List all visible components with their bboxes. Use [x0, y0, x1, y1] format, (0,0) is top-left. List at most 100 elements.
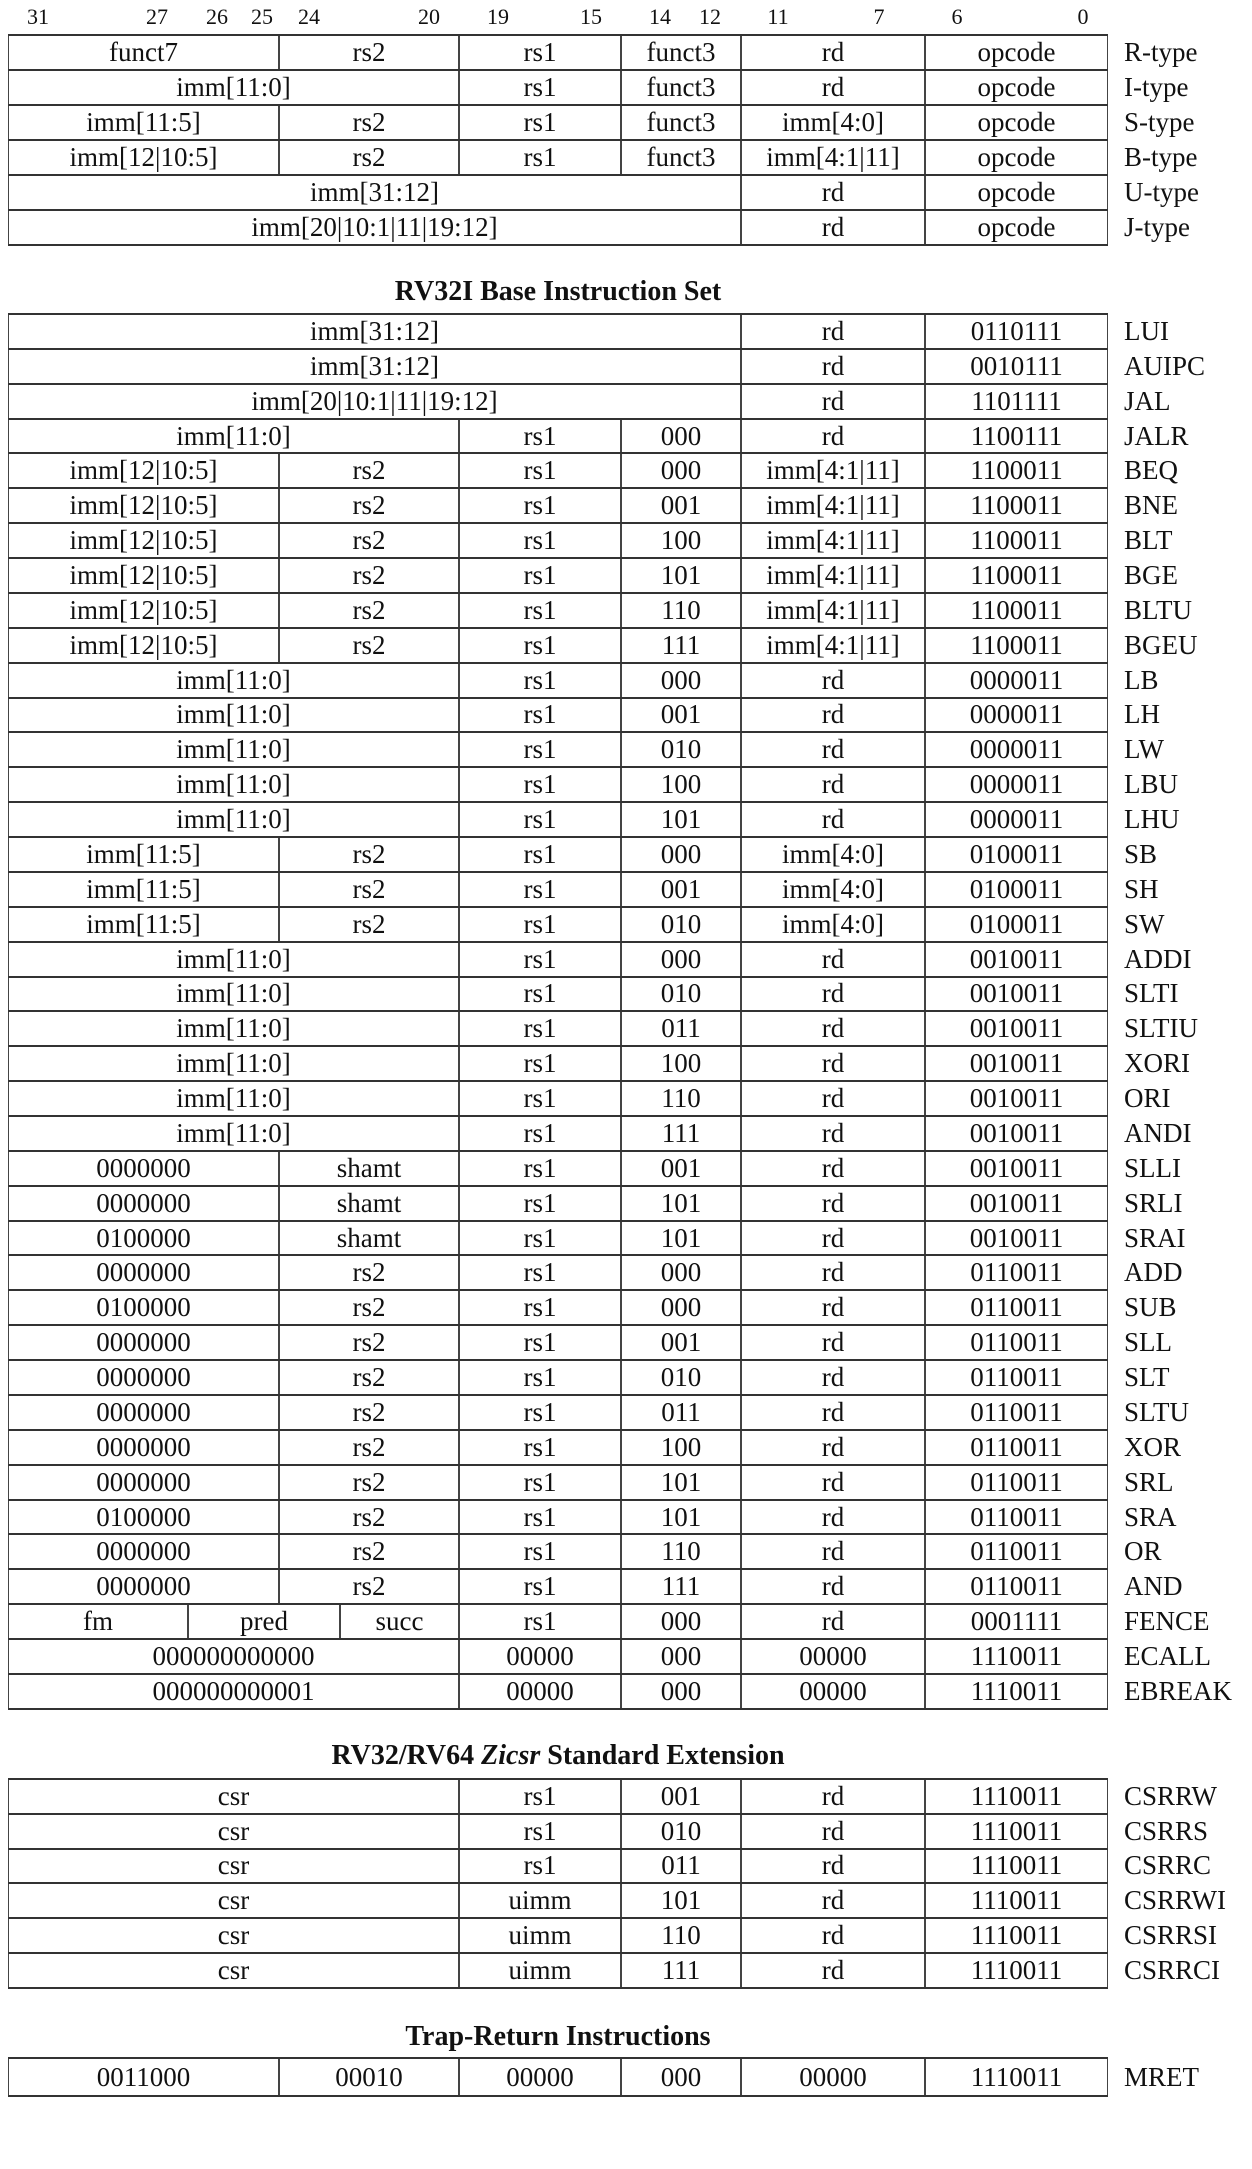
field-cell: 0100011	[925, 837, 1108, 872]
field-cell: 000	[621, 1673, 741, 1709]
field-cell: rd	[741, 1604, 925, 1640]
instruction-label: SH	[1124, 873, 1159, 904]
field-cell: rs1	[459, 1290, 621, 1326]
field-cell: 00010	[279, 2058, 459, 2096]
field-cell: 111	[621, 1116, 741, 1151]
field-cell: 1110011	[925, 2058, 1108, 2096]
field-cell: rs1	[459, 1429, 621, 1465]
field-cell: rs2	[279, 627, 459, 663]
field-cell: rd	[741, 802, 925, 838]
row-divider	[8, 1952, 1108, 1954]
row-divider	[8, 1917, 1108, 1920]
instruction-label: CSRRCI	[1124, 1954, 1221, 1985]
field-cell: 00000	[459, 2058, 621, 2096]
row-divider	[8, 1568, 1108, 1571]
field-cell: funct3	[621, 70, 741, 105]
field-cell: 011	[621, 1394, 741, 1430]
instruction-label: S-type	[1124, 107, 1195, 137]
bit-number: 7	[873, 4, 885, 29]
row-divider	[8, 1219, 1108, 1222]
field-cell: rs2	[279, 105, 459, 140]
bit-number: 25	[251, 4, 273, 29]
instruction-label: SLLI	[1124, 1152, 1181, 1183]
field-cell: imm[4:1|11]	[741, 523, 925, 559]
field-cell: 011	[621, 1848, 741, 1884]
row-divider	[8, 487, 1108, 490]
field-cell: 001	[621, 871, 741, 907]
row-divider	[8, 696, 1108, 699]
instruction-label: ADDI	[1124, 943, 1192, 974]
field-cell: 00000	[741, 1639, 925, 1674]
field-cell: rd	[741, 1081, 925, 1116]
field-cell: 0010011	[925, 1150, 1108, 1186]
title-suffix: Standard Extension	[547, 1740, 785, 1771]
field-cell: 1110011	[925, 1918, 1108, 1953]
field-cell: rs2	[279, 35, 459, 70]
bit-number: 14	[649, 4, 671, 29]
field-cell: rs1	[459, 697, 621, 733]
field-cell: 1110011	[925, 1779, 1108, 1814]
instruction-label: B-type	[1124, 142, 1198, 172]
field-cell: rs2	[279, 453, 459, 489]
title-italic: Zicsr	[481, 1740, 541, 1771]
field-cell: opcode	[925, 210, 1108, 245]
row-divider	[8, 1882, 1108, 1885]
field-cell: opcode	[925, 140, 1108, 175]
row-divider	[8, 940, 1108, 943]
field-cell: rd	[741, 1116, 925, 1151]
field-cell: imm[4:0]	[741, 105, 925, 140]
field-cell: 001	[621, 1325, 741, 1361]
field-cell: funct3	[621, 140, 741, 175]
field-cell: imm[4:0]	[741, 906, 925, 942]
field-cell: rs1	[459, 1499, 621, 1535]
field-cell: rs1	[459, 767, 621, 803]
field-cell: imm[11:0]	[8, 70, 459, 105]
field-cell: 001	[621, 1150, 741, 1186]
field-cell: 101	[621, 1464, 741, 1500]
instruction-label: ORI	[1124, 1083, 1171, 1114]
field-cell: rs1	[459, 1464, 621, 1500]
row-divider	[8, 1778, 1108, 1780]
instruction-label: SRLI	[1124, 1187, 1183, 1218]
field-cell: 001	[621, 488, 741, 524]
instruction-label: FENCE	[1124, 1606, 1210, 1637]
field-cell: rs1	[459, 1569, 621, 1605]
field-cell: imm[11:0]	[8, 697, 459, 733]
field-cell: rs2	[279, 1464, 459, 1500]
field-cell: rs2	[279, 140, 459, 175]
instruction-label: ANDI	[1124, 1117, 1192, 1148]
field-cell: rs2	[279, 906, 459, 942]
field-cell: rs1	[459, 453, 621, 489]
field-cell: 0000000	[8, 1534, 279, 1570]
bit-number: 6	[951, 4, 963, 29]
field-cell: rd	[741, 662, 925, 698]
field-cell: 1110011	[925, 1883, 1108, 1919]
field-cell: imm[11:0]	[8, 662, 459, 698]
field-cell: opcode	[925, 35, 1108, 70]
field-cell: rd	[741, 1150, 925, 1186]
row-divider	[8, 801, 1108, 804]
field-cell: 0000011	[925, 802, 1108, 838]
field-cell: rs1	[459, 802, 621, 838]
instruction-label: BLT	[1124, 525, 1173, 556]
field-cell: 0000000	[8, 1360, 279, 1395]
row-divider	[8, 209, 1108, 211]
field-cell: rs1	[459, 1325, 621, 1361]
instruction-label: SLTI	[1124, 978, 1179, 1009]
instruction-label: SW	[1124, 908, 1165, 939]
field-cell: imm[20|10:1|11|19:12]	[8, 210, 741, 245]
field-cell: 0110011	[925, 1499, 1108, 1535]
field-cell: rd	[741, 314, 925, 349]
field-cell: 101	[621, 1499, 741, 1535]
instruction-label: SRAI	[1124, 1222, 1186, 1253]
field-cell: 101	[621, 558, 741, 593]
field-cell: rs1	[459, 1116, 621, 1151]
trap-section-title: Trap-Return Instructions	[405, 2021, 711, 2052]
field-cell: rs2	[279, 592, 459, 628]
field-cell: rs1	[459, 1779, 621, 1814]
bit-number: 12	[699, 4, 721, 29]
row-divider	[8, 591, 1108, 594]
field-cell: 1100011	[925, 627, 1108, 663]
field-cell: imm[4:0]	[741, 837, 925, 872]
instruction-label: AND	[1124, 1571, 1183, 1602]
